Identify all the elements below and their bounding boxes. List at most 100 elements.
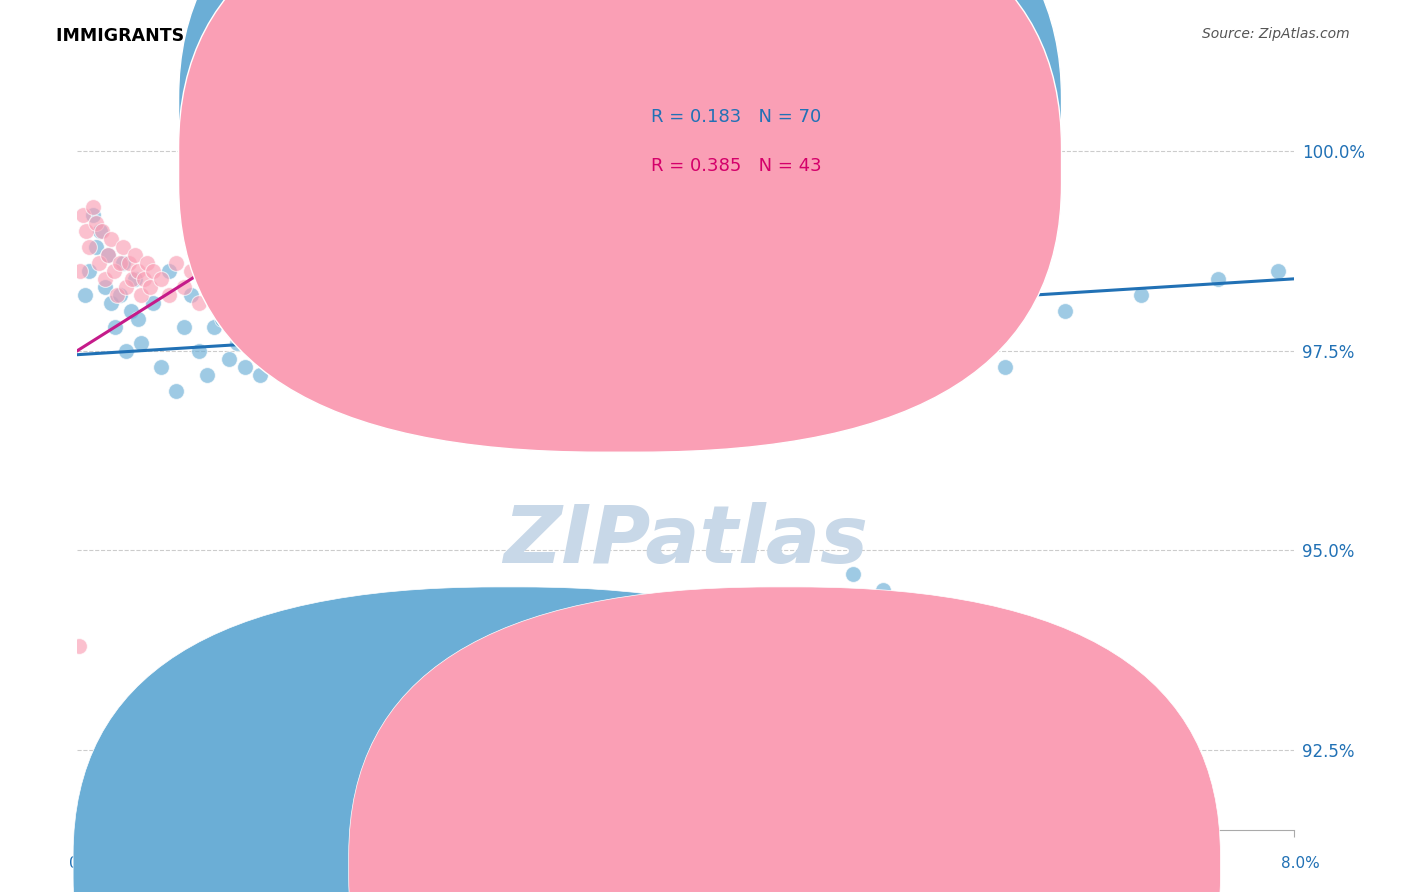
Point xyxy=(903,351,925,366)
Point xyxy=(370,359,392,374)
Point xyxy=(129,288,152,302)
Text: ZIPatlas: ZIPatlas xyxy=(503,502,868,581)
Point xyxy=(127,264,149,278)
Point xyxy=(121,272,143,286)
Point xyxy=(111,256,134,270)
Text: Source: ZipAtlas.com: Source: ZipAtlas.com xyxy=(1202,27,1350,41)
Point xyxy=(430,319,453,334)
Point xyxy=(111,240,134,254)
Point xyxy=(129,335,152,350)
Point xyxy=(720,335,742,350)
Point xyxy=(165,256,187,270)
Point xyxy=(751,359,773,374)
Point xyxy=(994,359,1017,374)
Point xyxy=(180,288,202,302)
Point xyxy=(1054,303,1077,318)
Point xyxy=(195,368,218,382)
Point xyxy=(202,288,225,302)
Point xyxy=(115,280,138,294)
Point xyxy=(354,343,377,358)
Point xyxy=(173,319,195,334)
Point xyxy=(325,319,347,334)
Point xyxy=(401,351,423,366)
Point xyxy=(446,343,468,358)
Point xyxy=(89,224,111,238)
Point xyxy=(249,368,271,382)
Text: R = 0.183   N = 70: R = 0.183 N = 70 xyxy=(651,108,821,126)
Point xyxy=(84,216,107,230)
Point xyxy=(963,319,986,334)
Point xyxy=(218,280,240,294)
Text: 8.0%: 8.0% xyxy=(1281,856,1320,871)
Point xyxy=(82,200,104,214)
Point xyxy=(233,359,256,374)
Point xyxy=(93,272,115,286)
Point xyxy=(103,264,125,278)
Point xyxy=(149,359,172,374)
Point xyxy=(72,208,94,222)
Point xyxy=(628,319,651,334)
Point xyxy=(508,335,530,350)
Point xyxy=(90,224,112,238)
Point xyxy=(165,384,187,398)
Point xyxy=(97,248,120,262)
Point xyxy=(568,311,591,326)
Point xyxy=(218,351,240,366)
Point xyxy=(149,272,172,286)
Text: 0.0%: 0.0% xyxy=(69,856,108,871)
Point xyxy=(811,343,834,358)
Point xyxy=(659,343,682,358)
Point xyxy=(492,368,515,382)
Point xyxy=(385,384,408,398)
Point xyxy=(226,335,249,350)
Point xyxy=(1130,288,1153,302)
Point xyxy=(598,359,620,374)
Point xyxy=(120,303,142,318)
Point xyxy=(100,232,122,246)
Point xyxy=(69,264,91,278)
Point xyxy=(932,335,955,350)
Point xyxy=(67,639,90,653)
Text: IMMIGRANTS FROM SIERRA LEONE VS TAIWANESE 2ND GRADE CORRELATION CHART: IMMIGRANTS FROM SIERRA LEONE VS TAIWANES… xyxy=(56,27,883,45)
Point xyxy=(136,256,159,270)
Point xyxy=(87,256,110,270)
Point xyxy=(689,319,711,334)
Point xyxy=(115,343,138,358)
Point xyxy=(108,288,131,302)
Point xyxy=(104,319,127,334)
Point xyxy=(416,335,439,350)
Point xyxy=(264,264,287,278)
Point xyxy=(477,319,499,334)
Point xyxy=(841,567,863,582)
Point xyxy=(211,311,233,326)
Point xyxy=(157,264,180,278)
Point xyxy=(180,264,202,278)
Point xyxy=(157,288,180,302)
Point xyxy=(309,288,332,302)
Point xyxy=(73,288,96,302)
Point xyxy=(79,240,101,254)
Point xyxy=(127,311,149,326)
Point xyxy=(139,280,162,294)
Point xyxy=(188,343,211,358)
Point xyxy=(93,280,115,294)
Point xyxy=(134,272,156,286)
Point xyxy=(249,288,271,302)
Point xyxy=(75,224,97,238)
Point xyxy=(1206,272,1229,286)
Point xyxy=(124,248,146,262)
Point xyxy=(309,335,332,350)
Point xyxy=(105,288,128,302)
Point xyxy=(553,343,575,358)
Point xyxy=(124,272,146,286)
Point xyxy=(522,351,544,366)
Point xyxy=(264,343,287,358)
Point xyxy=(108,256,131,270)
Text: R = 0.385   N = 43: R = 0.385 N = 43 xyxy=(651,157,821,175)
Point xyxy=(142,295,165,310)
Point xyxy=(97,248,120,262)
Point xyxy=(537,327,560,342)
Point xyxy=(278,280,301,294)
Point xyxy=(240,303,263,318)
Point xyxy=(202,319,225,334)
